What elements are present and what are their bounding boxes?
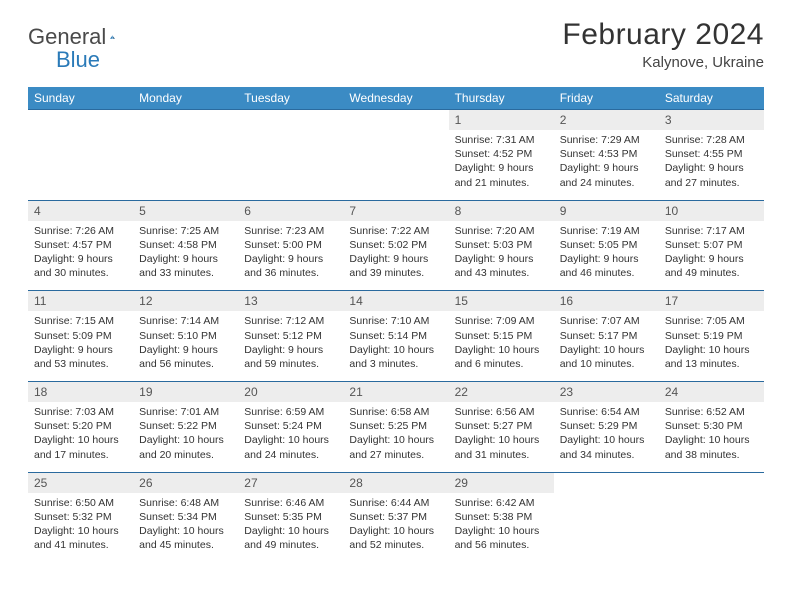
day-cell: Sunrise: 7:10 AM Sunset: 5:14 PM Dayligh… xyxy=(343,311,448,381)
dayhdr-wed: Wednesday xyxy=(343,87,448,110)
day-cell xyxy=(554,493,659,563)
week-content-row: Sunrise: 7:26 AM Sunset: 4:57 PM Dayligh… xyxy=(28,221,764,291)
day-number: 18 xyxy=(28,382,133,403)
day-cell: Sunrise: 6:59 AM Sunset: 5:24 PM Dayligh… xyxy=(238,402,343,472)
day-cell: Sunrise: 7:20 AM Sunset: 5:03 PM Dayligh… xyxy=(449,221,554,291)
day-cell: Sunrise: 6:50 AM Sunset: 5:32 PM Dayligh… xyxy=(28,493,133,563)
day-number: 3 xyxy=(659,110,764,131)
day-cell: Sunrise: 6:56 AM Sunset: 5:27 PM Dayligh… xyxy=(449,402,554,472)
day-number xyxy=(28,110,133,131)
week-num-row: 11121314151617 xyxy=(28,291,764,312)
day-cell: Sunrise: 7:14 AM Sunset: 5:10 PM Dayligh… xyxy=(133,311,238,381)
day-cell xyxy=(28,130,133,200)
day-number: 23 xyxy=(554,382,659,403)
dayhdr-thu: Thursday xyxy=(449,87,554,110)
week-content-row: Sunrise: 7:15 AM Sunset: 5:09 PM Dayligh… xyxy=(28,311,764,381)
day-number: 27 xyxy=(238,472,343,493)
week-num-row: 2526272829 xyxy=(28,472,764,493)
day-cell xyxy=(659,493,764,563)
day-cell: Sunrise: 6:58 AM Sunset: 5:25 PM Dayligh… xyxy=(343,402,448,472)
day-number: 28 xyxy=(343,472,448,493)
day-number: 7 xyxy=(343,200,448,221)
day-cell: Sunrise: 7:07 AM Sunset: 5:17 PM Dayligh… xyxy=(554,311,659,381)
week-content-row: Sunrise: 7:31 AM Sunset: 4:52 PM Dayligh… xyxy=(28,130,764,200)
day-number xyxy=(133,110,238,131)
day-cell: Sunrise: 7:22 AM Sunset: 5:02 PM Dayligh… xyxy=(343,221,448,291)
calendar-table: Sunday Monday Tuesday Wednesday Thursday… xyxy=(28,87,764,562)
day-number xyxy=(659,472,764,493)
day-cell: Sunrise: 7:15 AM Sunset: 5:09 PM Dayligh… xyxy=(28,311,133,381)
day-number xyxy=(343,110,448,131)
day-number: 5 xyxy=(133,200,238,221)
day-number: 17 xyxy=(659,291,764,312)
day-cell: Sunrise: 6:48 AM Sunset: 5:34 PM Dayligh… xyxy=(133,493,238,563)
day-number: 22 xyxy=(449,382,554,403)
day-number: 14 xyxy=(343,291,448,312)
day-cell: Sunrise: 6:42 AM Sunset: 5:38 PM Dayligh… xyxy=(449,493,554,563)
day-number: 4 xyxy=(28,200,133,221)
day-cell: Sunrise: 7:25 AM Sunset: 4:58 PM Dayligh… xyxy=(133,221,238,291)
day-number: 1 xyxy=(449,110,554,131)
week-content-row: Sunrise: 7:03 AM Sunset: 5:20 PM Dayligh… xyxy=(28,402,764,472)
dayhdr-mon: Monday xyxy=(133,87,238,110)
day-number: 21 xyxy=(343,382,448,403)
day-number xyxy=(554,472,659,493)
day-number: 29 xyxy=(449,472,554,493)
day-cell: Sunrise: 7:17 AM Sunset: 5:07 PM Dayligh… xyxy=(659,221,764,291)
day-number xyxy=(238,110,343,131)
day-cell xyxy=(238,130,343,200)
day-number: 6 xyxy=(238,200,343,221)
day-cell: Sunrise: 7:23 AM Sunset: 5:00 PM Dayligh… xyxy=(238,221,343,291)
day-cell xyxy=(133,130,238,200)
day-number: 20 xyxy=(238,382,343,403)
day-number: 19 xyxy=(133,382,238,403)
day-number: 16 xyxy=(554,291,659,312)
day-number: 11 xyxy=(28,291,133,312)
logo-text-2: Blue xyxy=(56,47,100,73)
day-cell: Sunrise: 6:54 AM Sunset: 5:29 PM Dayligh… xyxy=(554,402,659,472)
dayhdr-sun: Sunday xyxy=(28,87,133,110)
day-cell: Sunrise: 7:28 AM Sunset: 4:55 PM Dayligh… xyxy=(659,130,764,200)
day-cell xyxy=(343,130,448,200)
day-number: 12 xyxy=(133,291,238,312)
day-number: 25 xyxy=(28,472,133,493)
day-header-row: Sunday Monday Tuesday Wednesday Thursday… xyxy=(28,87,764,110)
day-cell: Sunrise: 7:09 AM Sunset: 5:15 PM Dayligh… xyxy=(449,311,554,381)
month-title: February 2024 xyxy=(562,18,764,52)
day-number: 13 xyxy=(238,291,343,312)
location: Kalynove, Ukraine xyxy=(562,54,764,71)
day-cell: Sunrise: 7:19 AM Sunset: 5:05 PM Dayligh… xyxy=(554,221,659,291)
week-num-row: 45678910 xyxy=(28,200,764,221)
day-number: 24 xyxy=(659,382,764,403)
day-number: 9 xyxy=(554,200,659,221)
day-number: 10 xyxy=(659,200,764,221)
day-cell: Sunrise: 7:01 AM Sunset: 5:22 PM Dayligh… xyxy=(133,402,238,472)
title-block: February 2024 Kalynove, Ukraine xyxy=(562,18,764,71)
dayhdr-tue: Tuesday xyxy=(238,87,343,110)
day-cell: Sunrise: 6:52 AM Sunset: 5:30 PM Dayligh… xyxy=(659,402,764,472)
day-number: 15 xyxy=(449,291,554,312)
logo-sail-icon xyxy=(110,28,115,46)
day-cell: Sunrise: 7:31 AM Sunset: 4:52 PM Dayligh… xyxy=(449,130,554,200)
day-cell: Sunrise: 7:29 AM Sunset: 4:53 PM Dayligh… xyxy=(554,130,659,200)
week-num-row: 123 xyxy=(28,110,764,131)
day-number: 8 xyxy=(449,200,554,221)
dayhdr-fri: Friday xyxy=(554,87,659,110)
day-number: 26 xyxy=(133,472,238,493)
calendar-page: General February 2024 Kalynove, Ukraine … xyxy=(0,0,792,580)
day-cell: Sunrise: 7:05 AM Sunset: 5:19 PM Dayligh… xyxy=(659,311,764,381)
dayhdr-sat: Saturday xyxy=(659,87,764,110)
day-cell: Sunrise: 7:12 AM Sunset: 5:12 PM Dayligh… xyxy=(238,311,343,381)
day-cell: Sunrise: 6:46 AM Sunset: 5:35 PM Dayligh… xyxy=(238,493,343,563)
week-content-row: Sunrise: 6:50 AM Sunset: 5:32 PM Dayligh… xyxy=(28,493,764,563)
day-cell: Sunrise: 7:03 AM Sunset: 5:20 PM Dayligh… xyxy=(28,402,133,472)
day-cell: Sunrise: 7:26 AM Sunset: 4:57 PM Dayligh… xyxy=(28,221,133,291)
day-number: 2 xyxy=(554,110,659,131)
day-cell: Sunrise: 6:44 AM Sunset: 5:37 PM Dayligh… xyxy=(343,493,448,563)
week-num-row: 18192021222324 xyxy=(28,382,764,403)
